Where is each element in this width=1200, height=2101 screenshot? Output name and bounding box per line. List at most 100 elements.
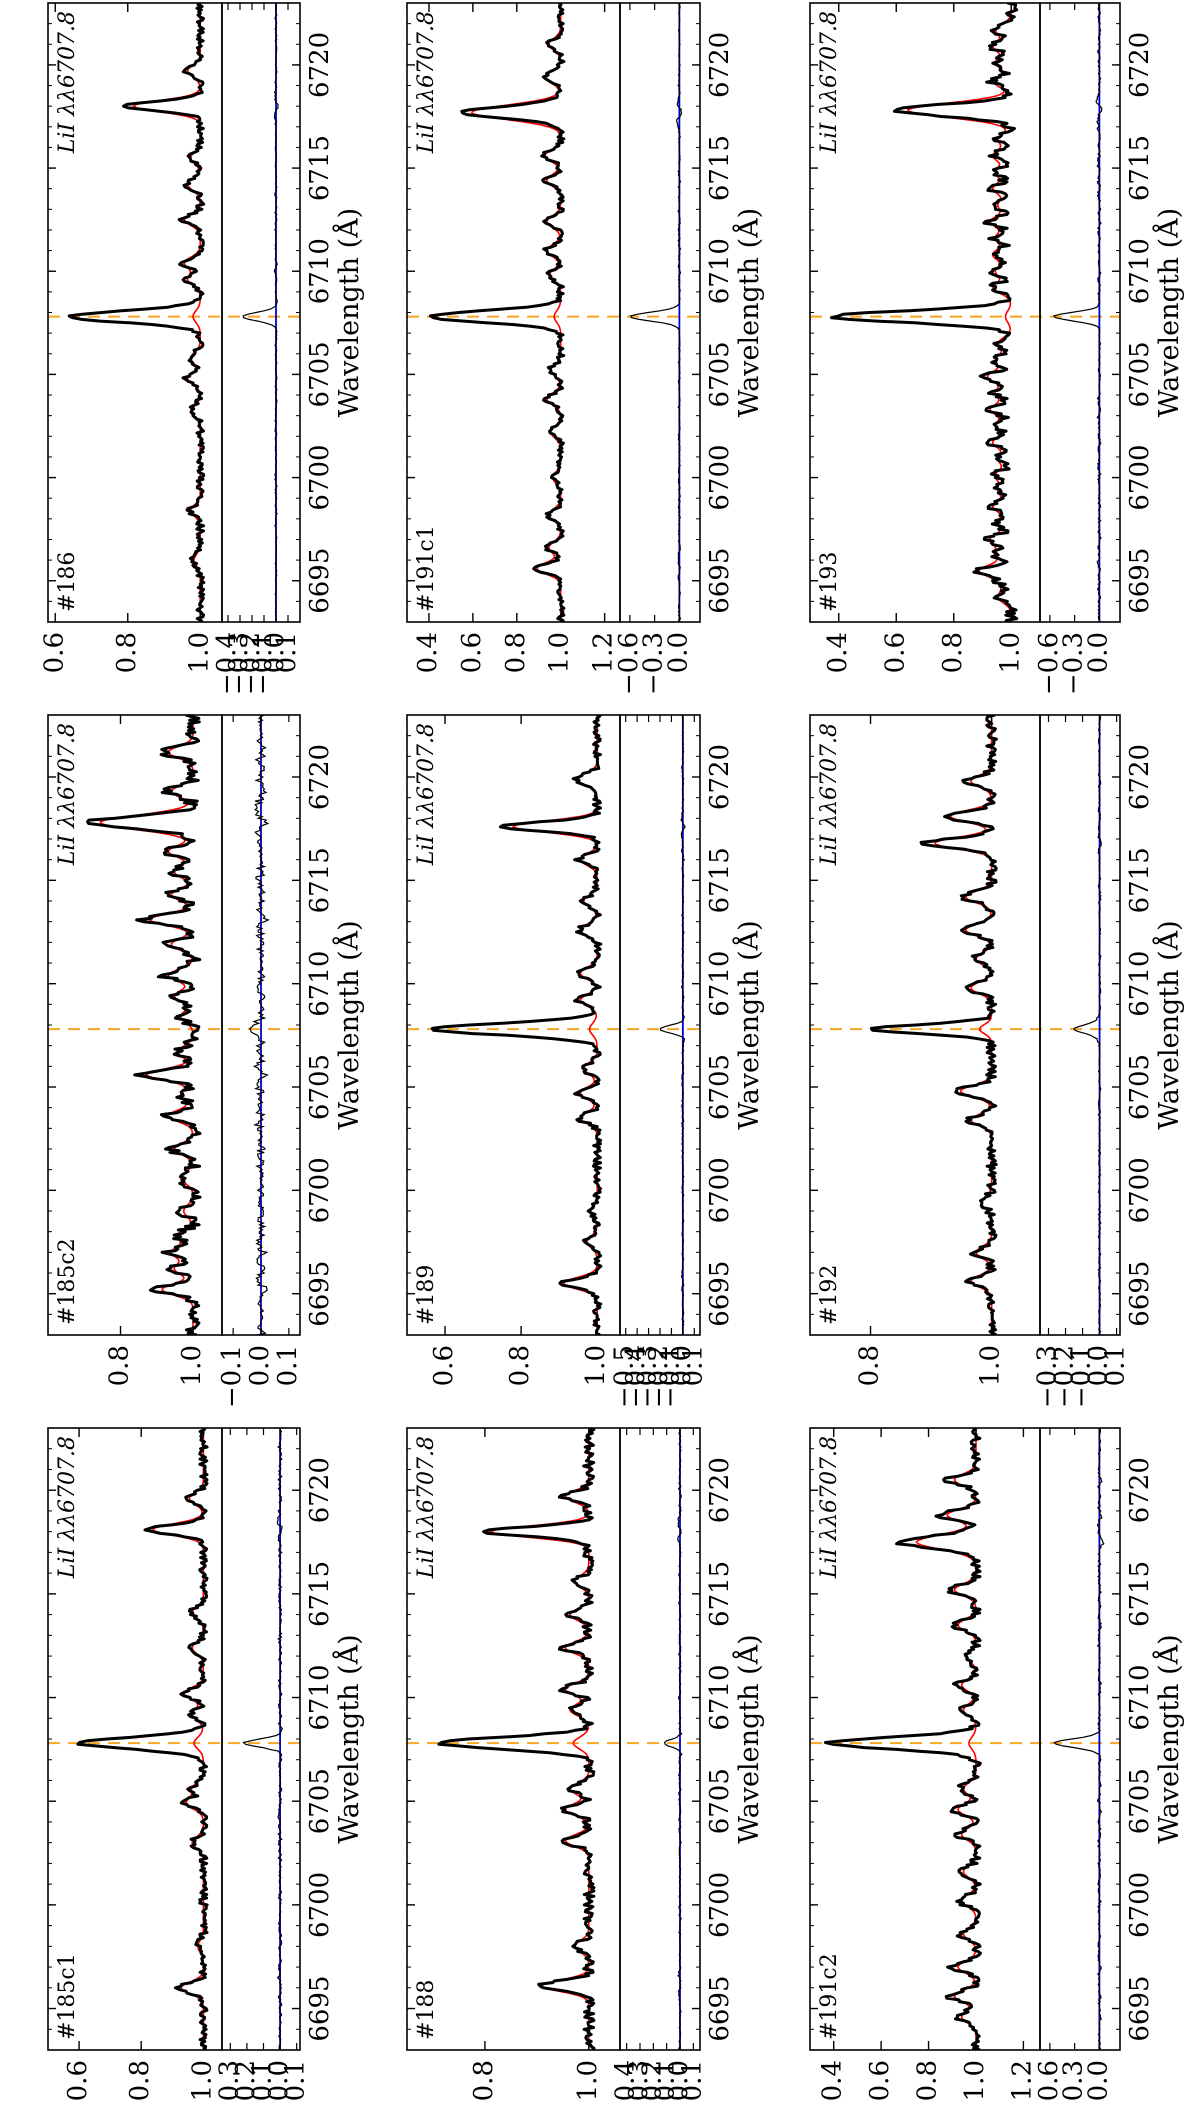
flux-y-tick-label: 0.6 — [63, 2060, 93, 2101]
resid-y-tick-label: −0.1 — [247, 2060, 277, 2101]
x-tick-label: 6705 — [1125, 341, 1155, 407]
li-line-label: LiI λλ6707.8 — [55, 1436, 80, 1579]
x-tick-label: 6715 — [705, 847, 735, 913]
flux-y-tick-label: 0.6 — [429, 1345, 459, 1386]
residual-axes-frame — [619, 1427, 701, 2051]
li-line-label: LiI λλ6707.8 — [817, 723, 842, 866]
x-tick-label: 6705 — [705, 341, 735, 407]
resid-y-tick-label: −0.3 — [639, 632, 669, 695]
x-tick-label: 6705 — [1125, 1768, 1155, 1834]
flux-y-tick-label: 1.0 — [581, 1345, 611, 1386]
x-tick-label: 6720 — [1125, 1457, 1155, 1523]
resid-y-tick-label: 0.0 — [245, 1345, 275, 1386]
x-tick-label: 6715 — [305, 847, 335, 913]
resid-y-tick-label: −0.3 — [624, 2060, 654, 2101]
observed-spectrum-line — [430, 715, 603, 1335]
flux-y-tick-label: 1.0 — [184, 632, 214, 673]
resid-y-tick-label: −0.3 — [214, 2060, 244, 2101]
flux-y-tick-label: 0.8 — [505, 1345, 535, 1386]
x-tick-label: 6720 — [1125, 744, 1155, 810]
resid-y-tick-label: −0.3 — [1059, 2060, 1089, 2101]
resid-y-tick-label: −0.4 — [621, 1345, 651, 1408]
resid-y-tick-label: 0.0 — [264, 2060, 294, 2101]
x-axis-label: Wavelength (Å) — [332, 208, 365, 417]
x-tick-label: 6710 — [705, 951, 735, 1017]
flux-y-tick-label: 1.2 — [589, 632, 619, 673]
x-axis-label: Wavelength (Å) — [732, 1634, 765, 1843]
residual-spectrum-line — [629, 3, 683, 622]
x-tick-label: 6705 — [305, 1054, 335, 1120]
x-tick-label: 6705 — [1125, 1054, 1155, 1120]
x-axis-label: Wavelength (Å) — [1152, 1634, 1185, 1843]
resid-y-tick-label: −0.1 — [217, 1345, 247, 1408]
observed-spectrum-line — [830, 3, 1019, 622]
resid-y-tick-label: 0.1 — [677, 2060, 707, 2101]
model-spectrum-line — [99, 715, 194, 1335]
resid-y-tick-label: −0.2 — [1050, 1345, 1080, 1408]
resid-y-tick-label: 0.1 — [281, 2060, 311, 2101]
x-tick-label: 6695 — [705, 1975, 735, 2041]
x-tick-label: 6710 — [1125, 1664, 1155, 1730]
x-axis-label: Wavelength (Å) — [1152, 208, 1185, 417]
residual-axes-frame — [221, 2, 301, 623]
star-id-label: #192 — [817, 1265, 842, 1325]
residual-spectrum-line — [242, 3, 279, 622]
x-tick-label: 6695 — [1125, 1261, 1155, 1327]
flux-y-tick-label: 1.0 — [573, 2060, 603, 2101]
x-tick-label: 6720 — [705, 1457, 735, 1523]
resid-y-tick-label: 0.1 — [273, 1345, 303, 1386]
residual-axes-frame — [619, 714, 701, 1336]
resid-y-tick-label: −0.1 — [651, 2060, 681, 2101]
residual-spectrum-line — [1052, 3, 1103, 622]
li-line-label: LiI λλ6707.8 — [817, 1436, 842, 1579]
resid-y-tick-label: −0.1 — [655, 1345, 685, 1408]
star-id-label: #191c2 — [817, 1953, 842, 2040]
x-axis-label: Wavelength (Å) — [332, 920, 365, 1129]
li-line-label: LiI λλ6707.8 — [414, 1436, 439, 1579]
residual-spectrum-line — [1053, 1428, 1105, 2050]
model-spectrum-line — [915, 1428, 977, 2050]
flux-y-tick-label: 0.8 — [501, 632, 531, 673]
x-tick-label: 6695 — [305, 1261, 335, 1327]
resid-y-tick-label: −0.3 — [633, 1345, 663, 1408]
resid-y-tick-label: −0.4 — [611, 2060, 641, 2101]
flux-y-tick-label: 1.0 — [177, 1345, 207, 1386]
x-tick-label: 6710 — [705, 1664, 735, 1730]
x-tick-label: 6700 — [1125, 1157, 1155, 1223]
flux-y-tick-label: 1.0 — [960, 2060, 990, 2101]
flux-y-tick-label: 0.4 — [823, 632, 853, 673]
x-tick-label: 6710 — [305, 951, 335, 1017]
resid-y-tick-label: −0.3 — [1059, 632, 1089, 695]
residual-spectrum-line — [242, 1428, 284, 2050]
x-axis-label: Wavelength (Å) — [1152, 920, 1185, 1129]
x-tick-label: 6695 — [705, 1261, 735, 1327]
panel-188: 6695 6700 6705 6710 6715 6720 Wavelength (Å) 0.… — [406, 1427, 765, 2101]
flux-y-tick-label: 0.4 — [413, 632, 443, 673]
x-tick-label: 6695 — [305, 1975, 335, 2041]
x-tick-label: 6700 — [705, 1157, 735, 1223]
x-axis-label: Wavelength (Å) — [732, 208, 765, 417]
residual-spectrum-line — [249, 715, 270, 1335]
x-tick-label: 6695 — [1125, 548, 1155, 614]
flux-y-tick-label: 0.8 — [112, 632, 142, 673]
residual-axes-frame — [1039, 1427, 1121, 2051]
x-axis-label: Wavelength (Å) — [332, 1634, 365, 1843]
resid-y-tick-label: 0.1 — [1101, 1345, 1131, 1386]
resid-y-tick-label: −0.6 — [614, 632, 644, 695]
observed-spectrum-line — [76, 1428, 209, 2050]
x-tick-label: 6720 — [1125, 32, 1155, 98]
x-tick-label: 6715 — [1125, 135, 1155, 201]
x-tick-label: 6700 — [305, 1872, 335, 1938]
resid-y-tick-label: −0.6 — [1034, 2060, 1064, 2101]
flux-y-tick-label: 1.0 — [995, 632, 1025, 673]
resid-y-tick-label: −0.2 — [637, 2060, 667, 2101]
x-tick-label: 6710 — [705, 238, 735, 304]
panel-193: 6695 6700 6705 6710 6715 6720 Wavelength (Å) 0.… — [809, 2, 1185, 695]
resid-y-tick-label: −0.2 — [231, 2060, 261, 2101]
li-line-label: LiI λλ6707.8 — [414, 723, 439, 866]
flux-y-tick-label: 0.6 — [39, 632, 69, 673]
residual-spectrum-line — [659, 715, 686, 1335]
x-tick-label: 6705 — [305, 1768, 335, 1834]
x-tick-label: 6695 — [1125, 1975, 1155, 2041]
